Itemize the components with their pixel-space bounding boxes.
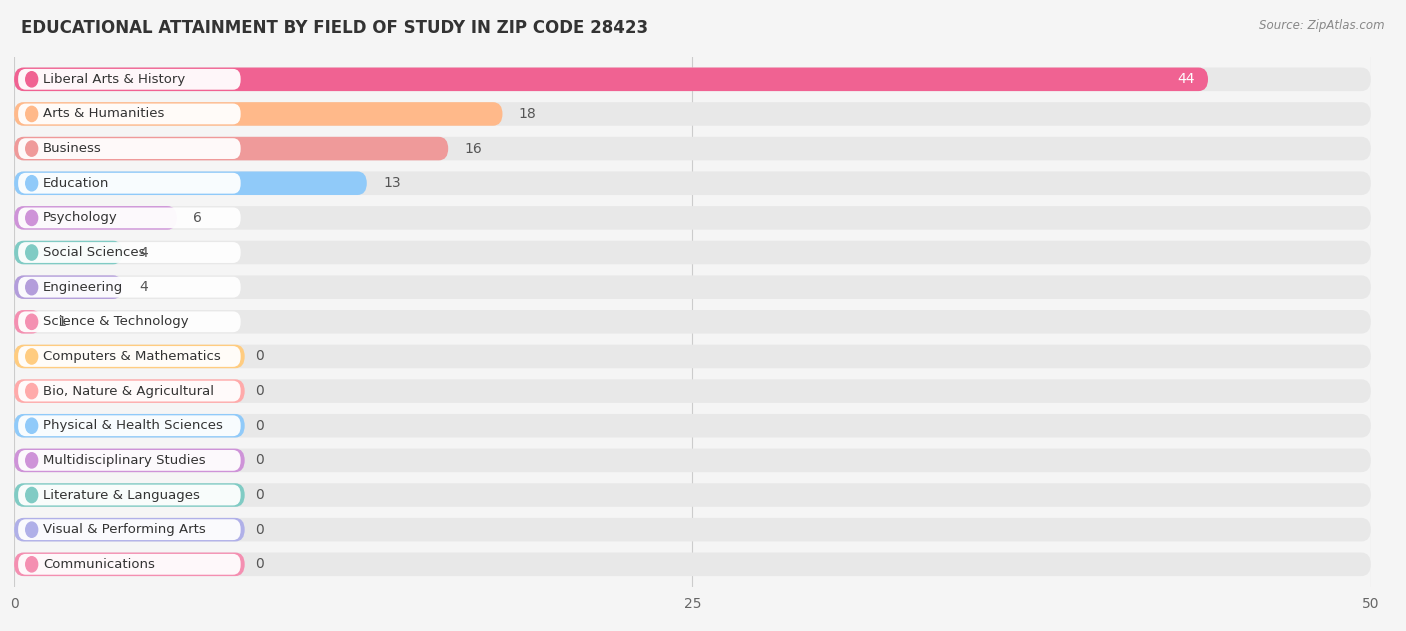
Text: 13: 13 xyxy=(382,176,401,190)
FancyBboxPatch shape xyxy=(14,206,1371,230)
FancyBboxPatch shape xyxy=(14,137,449,160)
Circle shape xyxy=(25,487,38,503)
FancyBboxPatch shape xyxy=(14,275,122,299)
Text: 1: 1 xyxy=(58,315,66,329)
FancyBboxPatch shape xyxy=(18,554,240,575)
Text: Business: Business xyxy=(44,142,101,155)
Circle shape xyxy=(25,314,38,329)
Circle shape xyxy=(25,107,38,122)
FancyBboxPatch shape xyxy=(14,310,1371,334)
Text: Psychology: Psychology xyxy=(44,211,118,225)
Circle shape xyxy=(25,557,38,572)
Text: Bio, Nature & Agricultural: Bio, Nature & Agricultural xyxy=(44,385,214,398)
FancyBboxPatch shape xyxy=(14,68,1371,91)
FancyBboxPatch shape xyxy=(14,172,1371,195)
FancyBboxPatch shape xyxy=(14,449,1371,472)
Text: Arts & Humanities: Arts & Humanities xyxy=(44,107,165,121)
FancyBboxPatch shape xyxy=(18,415,240,436)
FancyBboxPatch shape xyxy=(18,450,240,471)
Text: 18: 18 xyxy=(519,107,537,121)
Circle shape xyxy=(25,280,38,295)
Circle shape xyxy=(25,349,38,364)
Text: 0: 0 xyxy=(256,522,264,537)
FancyBboxPatch shape xyxy=(14,483,1371,507)
Circle shape xyxy=(25,453,38,468)
FancyBboxPatch shape xyxy=(18,138,240,159)
Text: 4: 4 xyxy=(139,245,148,259)
FancyBboxPatch shape xyxy=(14,518,1371,541)
FancyBboxPatch shape xyxy=(14,241,122,264)
Text: Liberal Arts & History: Liberal Arts & History xyxy=(44,73,186,86)
FancyBboxPatch shape xyxy=(14,518,245,541)
FancyBboxPatch shape xyxy=(14,379,1371,403)
Text: 0: 0 xyxy=(256,454,264,468)
FancyBboxPatch shape xyxy=(18,277,240,298)
FancyBboxPatch shape xyxy=(18,173,240,194)
Circle shape xyxy=(25,245,38,260)
Circle shape xyxy=(25,210,38,225)
Text: 0: 0 xyxy=(256,419,264,433)
FancyBboxPatch shape xyxy=(14,206,177,230)
Text: 4: 4 xyxy=(139,280,148,294)
FancyBboxPatch shape xyxy=(18,346,240,367)
Text: Literature & Languages: Literature & Languages xyxy=(44,488,200,502)
Text: Multidisciplinary Studies: Multidisciplinary Studies xyxy=(44,454,205,467)
FancyBboxPatch shape xyxy=(18,208,240,228)
FancyBboxPatch shape xyxy=(14,553,245,576)
FancyBboxPatch shape xyxy=(14,137,1371,160)
FancyBboxPatch shape xyxy=(18,485,240,505)
Text: Science & Technology: Science & Technology xyxy=(44,316,188,328)
Text: EDUCATIONAL ATTAINMENT BY FIELD OF STUDY IN ZIP CODE 28423: EDUCATIONAL ATTAINMENT BY FIELD OF STUDY… xyxy=(21,19,648,37)
FancyBboxPatch shape xyxy=(14,241,1371,264)
Circle shape xyxy=(25,522,38,537)
Text: Engineering: Engineering xyxy=(44,281,124,293)
FancyBboxPatch shape xyxy=(18,103,240,124)
Circle shape xyxy=(25,72,38,87)
Text: Education: Education xyxy=(44,177,110,190)
Circle shape xyxy=(25,141,38,156)
Text: 16: 16 xyxy=(464,141,482,156)
FancyBboxPatch shape xyxy=(14,310,41,334)
Circle shape xyxy=(25,418,38,433)
Text: 0: 0 xyxy=(256,488,264,502)
Circle shape xyxy=(25,175,38,191)
Text: Communications: Communications xyxy=(44,558,155,571)
FancyBboxPatch shape xyxy=(14,483,245,507)
FancyBboxPatch shape xyxy=(14,172,367,195)
FancyBboxPatch shape xyxy=(18,519,240,540)
FancyBboxPatch shape xyxy=(14,553,1371,576)
Text: Visual & Performing Arts: Visual & Performing Arts xyxy=(44,523,205,536)
Text: 6: 6 xyxy=(193,211,202,225)
Text: 0: 0 xyxy=(256,384,264,398)
FancyBboxPatch shape xyxy=(14,414,1371,437)
FancyBboxPatch shape xyxy=(14,345,245,369)
FancyBboxPatch shape xyxy=(14,102,502,126)
FancyBboxPatch shape xyxy=(14,414,245,437)
FancyBboxPatch shape xyxy=(14,449,245,472)
Text: Computers & Mathematics: Computers & Mathematics xyxy=(44,350,221,363)
Text: Source: ZipAtlas.com: Source: ZipAtlas.com xyxy=(1260,19,1385,32)
FancyBboxPatch shape xyxy=(14,275,1371,299)
Text: 44: 44 xyxy=(1177,73,1195,86)
FancyBboxPatch shape xyxy=(14,379,245,403)
FancyBboxPatch shape xyxy=(14,102,1371,126)
Text: 0: 0 xyxy=(256,350,264,363)
FancyBboxPatch shape xyxy=(14,68,1208,91)
Text: Physical & Health Sciences: Physical & Health Sciences xyxy=(44,419,224,432)
FancyBboxPatch shape xyxy=(18,69,240,90)
FancyBboxPatch shape xyxy=(18,380,240,401)
Text: 0: 0 xyxy=(256,557,264,571)
FancyBboxPatch shape xyxy=(14,345,1371,369)
FancyBboxPatch shape xyxy=(18,242,240,263)
Text: Social Sciences: Social Sciences xyxy=(44,246,146,259)
FancyBboxPatch shape xyxy=(18,312,240,332)
Circle shape xyxy=(25,384,38,399)
